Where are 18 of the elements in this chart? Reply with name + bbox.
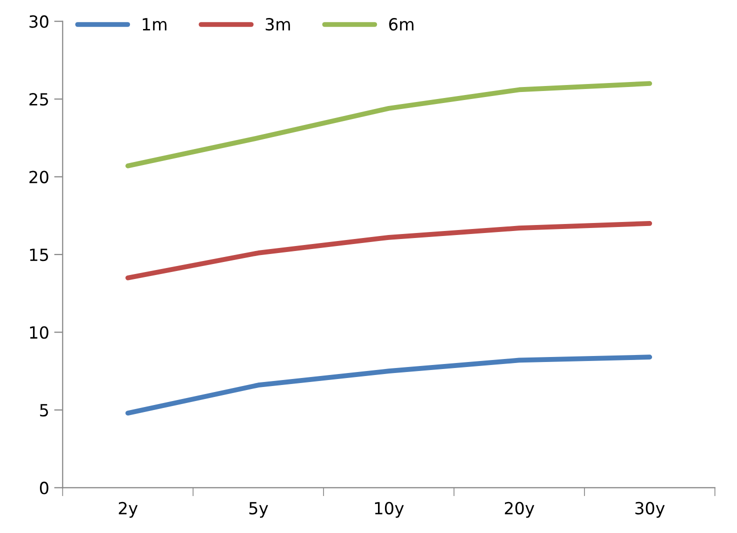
line-series <box>125 220 652 280</box>
x-tick-label: 10y <box>375 502 404 518</box>
y-tick-label: 20 <box>29 170 48 184</box>
legend-label: 3m <box>266 18 290 31</box>
legend-label: 1m <box>142 18 166 30</box>
line-series <box>125 354 652 416</box>
x-tick-label: 30y <box>635 502 665 518</box>
y-tick-label: 5 <box>40 404 48 417</box>
line-series <box>125 81 652 168</box>
legend-label: 6m <box>389 18 414 31</box>
x-tick-label: 5y <box>249 502 268 518</box>
y-tick-label: 15 <box>30 248 48 262</box>
x-tick-label: 20y <box>504 502 534 518</box>
y-tick-label: 0 <box>40 482 48 494</box>
y-tick-label: 10 <box>30 326 48 339</box>
y-tick-label: 25 <box>29 93 48 106</box>
y-tick-label: 30 <box>30 15 48 28</box>
x-tick-label: 2y <box>118 502 138 518</box>
